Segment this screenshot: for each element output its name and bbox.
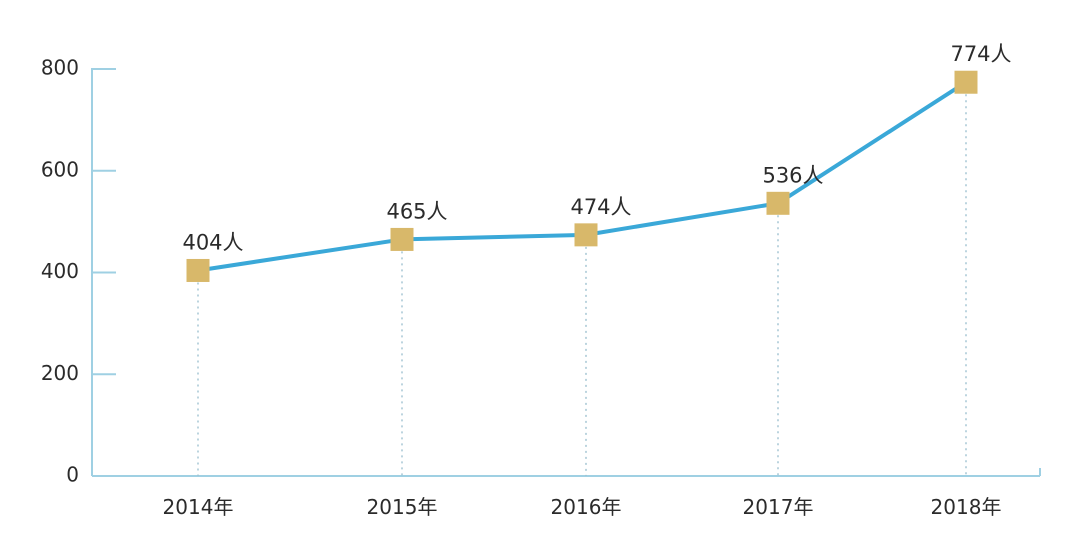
x-tick-label: 2017年 (743, 495, 814, 519)
axes-layer: 0 200 400 600 800 2014年 2015年 2016年 2017年 2018年 (41, 56, 1041, 519)
labels-layer: 404人 465人 474人 536人 774人 (182, 42, 1011, 254)
y-tick-label: 600 (41, 157, 79, 181)
drop-lines-layer (197, 82, 967, 476)
x-tick-label: 2016年 (551, 495, 622, 519)
data-point-marker (390, 227, 414, 251)
data-label: 474人 (570, 195, 631, 219)
data-point-marker (766, 191, 790, 215)
data-label: 536人 (762, 163, 823, 187)
data-label: 404人 (182, 230, 243, 254)
y-tick-label: 400 (41, 259, 79, 283)
y-tick-label: 800 (41, 56, 79, 80)
y-tick-label: 200 (41, 361, 79, 385)
data-point-marker (574, 223, 598, 247)
data-label: 465人 (386, 199, 447, 223)
data-point-marker (954, 70, 978, 94)
series-layer (186, 70, 978, 282)
data-label: 774人 (950, 42, 1011, 66)
data-point-marker (186, 258, 210, 282)
x-tick-label: 2018年 (931, 495, 1002, 519)
x-tick-label: 2015年 (367, 495, 438, 519)
x-tick-label: 2014年 (163, 495, 234, 519)
y-tick-label: 0 (66, 463, 79, 487)
